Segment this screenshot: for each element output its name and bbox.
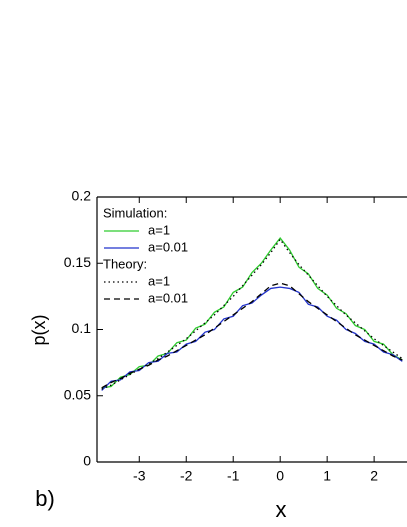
legend-label: a=0.01 bbox=[148, 239, 188, 254]
plot-area bbox=[101, 237, 403, 391]
x-tick-label: 2 bbox=[370, 468, 378, 484]
axes-frame bbox=[96, 196, 407, 463]
y-tick-label: 0.15 bbox=[64, 254, 91, 270]
y-tick-label: 0.1 bbox=[72, 320, 92, 336]
x-tick-label: -1 bbox=[227, 468, 240, 484]
y-tick-label: 0.2 bbox=[72, 188, 92, 204]
x-tick-label: 1 bbox=[323, 468, 331, 484]
series-line bbox=[101, 238, 403, 390]
x-axis-label: x bbox=[276, 497, 287, 522]
legend-label: a=1 bbox=[148, 222, 170, 237]
y-tick-label: 0 bbox=[83, 453, 91, 469]
legend-heading: Theory: bbox=[103, 256, 147, 271]
panel-label: b) bbox=[35, 486, 55, 511]
series-line bbox=[101, 286, 403, 391]
y-tick-label: 0.05 bbox=[64, 386, 91, 402]
x-tick-label: -2 bbox=[180, 468, 193, 484]
x-tick-label: 0 bbox=[276, 468, 284, 484]
legend-label: a=0.01 bbox=[148, 290, 188, 305]
series-line bbox=[101, 282, 403, 389]
legend-label: a=1 bbox=[148, 273, 170, 288]
x-tick-label: -3 bbox=[133, 468, 146, 484]
y-axis-label: p(x) bbox=[29, 315, 49, 346]
legend-heading: Simulation: bbox=[103, 205, 167, 220]
